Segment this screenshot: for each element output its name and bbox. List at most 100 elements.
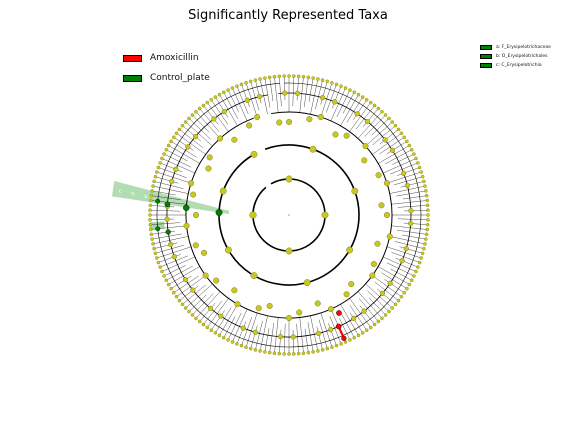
leaf-branch [171,275,192,289]
leaf-node [364,98,369,102]
leaf-branch [385,149,412,164]
taxa-legend-item-c: c: C_Erysipelotrichia [480,62,551,68]
leaf-node [414,269,418,274]
leaf-node [393,123,398,128]
clade-node [206,154,213,161]
clade-node [378,202,385,209]
leaf-node [407,143,412,148]
leaf-node [277,351,282,356]
clade-shade-small [149,221,165,230]
leaf-branch [219,94,238,126]
leaf-branch [223,316,236,338]
leaf-node [399,131,404,136]
leaf-node [190,313,195,317]
leaf-node [334,343,339,348]
leaf-branch [211,310,225,331]
clade-node [276,119,283,126]
leaf-branch [310,79,319,115]
leaf-node [325,79,330,84]
leaf-branch [269,77,274,102]
leaf-node [155,170,159,174]
leaf-node [205,325,210,330]
clade-node [317,114,324,121]
clade-node [192,242,199,249]
leaf-branch [391,252,420,263]
clade-node [231,287,238,294]
clade-node [266,302,273,309]
leaf-branch [283,323,286,354]
leaf-branch [274,317,279,354]
clade-node-control [155,198,161,204]
leaf-node [187,116,191,121]
legend-item-amoxicillin: Amoxicillin [123,51,210,65]
taxa-legend-swatch-b [480,53,492,59]
clade-node-amoxicillin [341,335,347,341]
leaf-node [194,109,198,114]
leaf-branch [168,266,200,285]
leaf-branch [397,167,420,176]
clade-node [375,172,382,179]
leaf-node [414,156,418,161]
leaf-node [425,203,430,208]
leaf-node [156,260,161,265]
leaf-node [376,106,381,111]
leaf-node [306,350,311,355]
clade-node [408,208,414,214]
leaf-branch [339,318,351,341]
leaf-branch [372,133,402,155]
leaf-node [272,351,277,355]
leaf-node [360,331,365,335]
leaf-branch [395,257,418,268]
clade-node [382,137,388,143]
leaf-node [423,184,427,188]
clade-node [285,175,293,183]
leaf-branch [173,137,194,151]
ring-class [218,144,360,286]
node-layer [148,74,430,356]
clade-node [218,313,224,319]
leaf-branch [389,236,425,245]
clade-node [221,108,227,115]
leaf-node [174,131,179,136]
leaf-branch [188,294,207,312]
leaf-node [372,322,377,327]
group-legend: Amoxicillin Control_plate [123,51,210,91]
leaf-node [155,256,159,260]
leaf-branch [316,326,323,350]
leaf-branch [171,141,197,158]
leaf-node [306,75,311,80]
leaf-branch [396,229,427,235]
leaf-branch [386,246,422,259]
leaf-branch [203,300,223,325]
leaf-branch [195,291,221,319]
leaf-branch [161,256,195,272]
leaf-branch [173,275,199,293]
leaf-branch [394,241,424,249]
leaf-branch [403,209,428,212]
leaf-node [417,165,422,170]
root-node [288,214,290,216]
leaf-node [396,127,401,132]
leaf-node [183,306,188,310]
leaf-node [217,333,222,338]
leaf-node [368,100,373,105]
leaf-node [235,342,239,346]
clade-node [219,187,227,195]
leaf-branch [182,125,202,142]
leaf-node [425,198,429,203]
leaf-node [422,179,426,184]
leaf-branch [328,323,337,346]
leaf-node [187,309,191,314]
clade-node [386,233,393,240]
leaf-node [239,82,244,87]
leaf-node [364,328,369,332]
leaf-node [230,340,235,344]
leaf-branch [241,317,252,346]
leaf-branch [179,129,204,149]
leaf-branch [384,279,405,293]
leaf-node [201,103,206,108]
leaf-node [174,294,179,299]
leaf-node [376,319,381,324]
clade-node [354,111,360,117]
